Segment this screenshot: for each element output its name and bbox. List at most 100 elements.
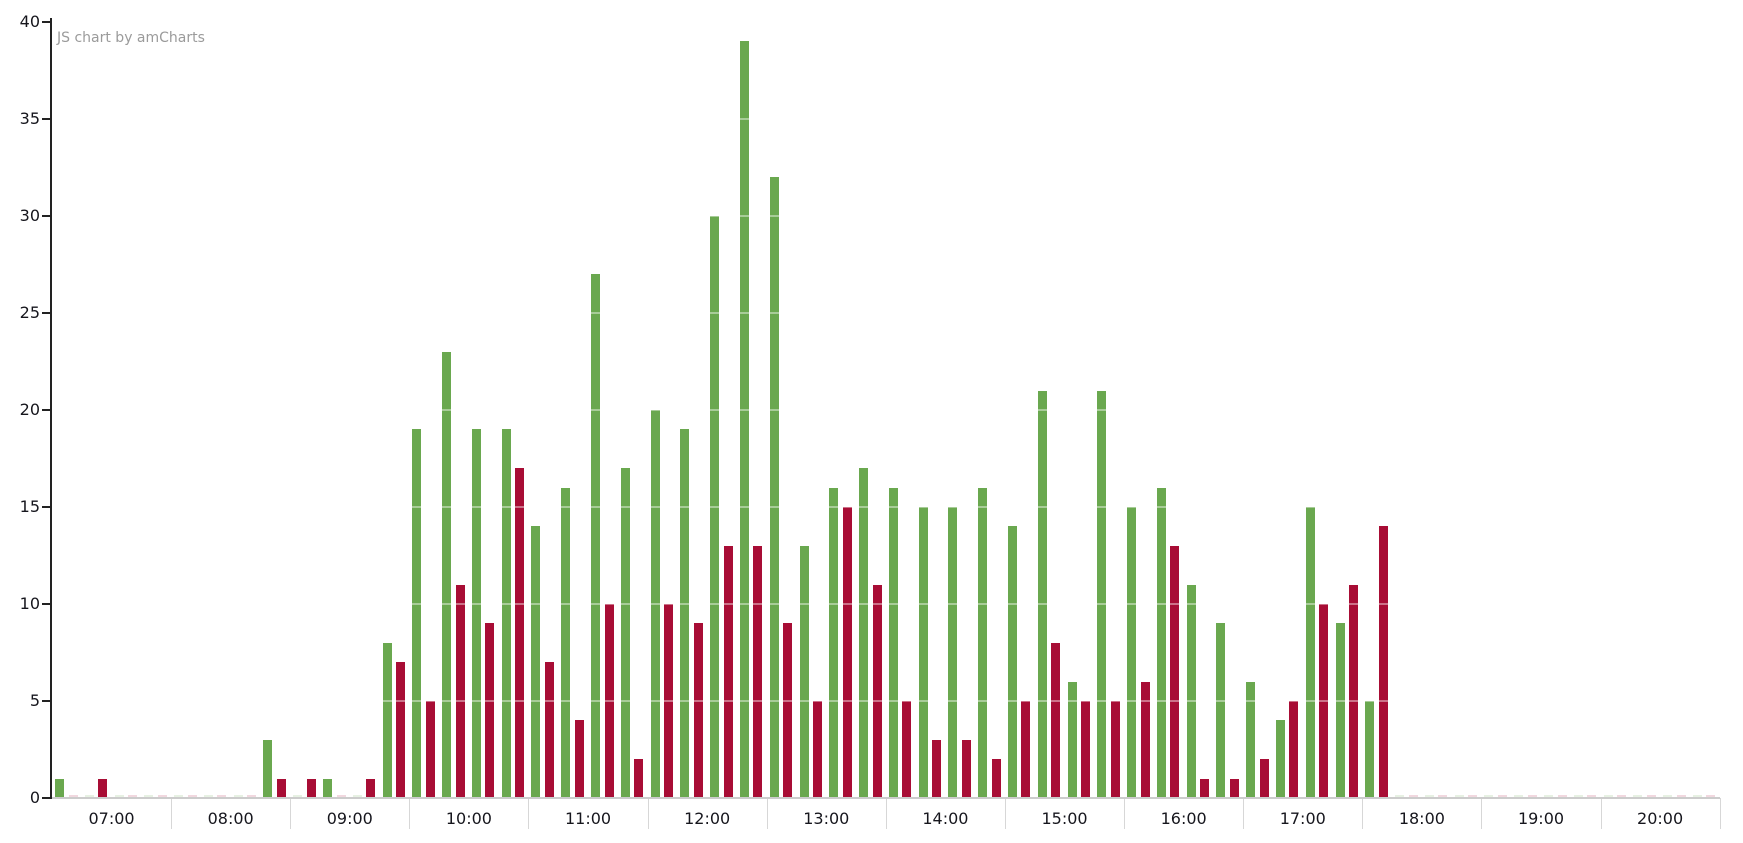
- column-green[interactable]: [1692, 795, 1702, 798]
- column-red[interactable]: [1646, 795, 1656, 798]
- column-red[interactable]: [68, 795, 78, 798]
- column-red[interactable]: [1349, 584, 1359, 798]
- column-green[interactable]: [55, 778, 64, 798]
- column-red[interactable]: [932, 739, 942, 798]
- column-red[interactable]: [1557, 795, 1567, 798]
- column-red[interactable]: [336, 795, 346, 798]
- column-green[interactable]: [918, 507, 928, 798]
- column-green[interactable]: [799, 545, 809, 798]
- column-red[interactable]: [425, 701, 435, 798]
- column-green[interactable]: [978, 487, 988, 798]
- column-green[interactable]: [531, 526, 541, 798]
- column-red[interactable]: [1587, 795, 1597, 798]
- column-red[interactable]: [455, 584, 465, 798]
- column-red[interactable]: [1110, 701, 1120, 798]
- column-red[interactable]: [1170, 545, 1180, 798]
- column-green[interactable]: [591, 274, 601, 798]
- column-green[interactable]: [1156, 487, 1166, 798]
- column-red[interactable]: [187, 795, 197, 798]
- column-green[interactable]: [1186, 584, 1196, 798]
- column-red[interactable]: [902, 701, 912, 798]
- column-red[interactable]: [1408, 795, 1418, 798]
- column-green[interactable]: [293, 795, 303, 798]
- amcharts-watermark-link[interactable]: JS chart by amCharts: [57, 30, 205, 46]
- column-green[interactable]: [412, 429, 422, 798]
- column-green[interactable]: [1633, 795, 1643, 798]
- column-red[interactable]: [1617, 795, 1627, 798]
- column-red[interactable]: [604, 604, 614, 798]
- column-red[interactable]: [157, 795, 167, 798]
- column-red[interactable]: [961, 739, 971, 798]
- column-green[interactable]: [948, 507, 958, 798]
- column-green[interactable]: [1127, 507, 1137, 798]
- column-green[interactable]: [620, 468, 630, 798]
- column-red[interactable]: [396, 662, 406, 798]
- column-red[interactable]: [991, 759, 1001, 798]
- column-red[interactable]: [1259, 759, 1269, 798]
- column-green[interactable]: [680, 429, 690, 798]
- column-green[interactable]: [1454, 795, 1464, 798]
- column-green[interactable]: [203, 795, 213, 798]
- column-green[interactable]: [1305, 507, 1315, 798]
- column-green[interactable]: [144, 795, 154, 798]
- column-red[interactable]: [544, 662, 554, 798]
- column-green[interactable]: [1663, 795, 1673, 798]
- column-green[interactable]: [1544, 795, 1553, 798]
- column-green[interactable]: [1365, 701, 1375, 798]
- column-green[interactable]: [174, 795, 184, 798]
- column-green[interactable]: [829, 487, 839, 798]
- column-red[interactable]: [1438, 795, 1448, 798]
- column-red[interactable]: [1676, 795, 1686, 798]
- column-red[interactable]: [98, 778, 108, 798]
- column-green[interactable]: [263, 739, 273, 798]
- column-red[interactable]: [247, 795, 257, 798]
- column-red[interactable]: [723, 545, 733, 798]
- column-red[interactable]: [1081, 701, 1091, 798]
- column-green[interactable]: [710, 216, 720, 798]
- column-red[interactable]: [872, 584, 882, 798]
- column-green[interactable]: [114, 795, 124, 798]
- column-red[interactable]: [366, 778, 376, 798]
- column-red[interactable]: [217, 795, 227, 798]
- column-green[interactable]: [1424, 795, 1434, 798]
- column-red[interactable]: [1229, 778, 1239, 798]
- column-green[interactable]: [739, 41, 749, 798]
- column-red[interactable]: [1140, 681, 1150, 798]
- column-red[interactable]: [813, 701, 822, 798]
- column-green[interactable]: [888, 487, 898, 798]
- column-red[interactable]: [515, 468, 525, 798]
- column-green[interactable]: [1395, 795, 1405, 798]
- column-green[interactable]: [1216, 623, 1226, 798]
- column-green[interactable]: [1246, 681, 1256, 798]
- column-red[interactable]: [753, 545, 763, 798]
- column-red[interactable]: [1021, 701, 1031, 798]
- column-red[interactable]: [1497, 795, 1507, 798]
- column-green[interactable]: [233, 795, 243, 798]
- column-red[interactable]: [783, 623, 793, 798]
- column-red[interactable]: [1200, 778, 1210, 798]
- column-green[interactable]: [1007, 526, 1017, 798]
- column-red[interactable]: [276, 778, 286, 798]
- column-red[interactable]: [842, 507, 852, 798]
- column-green[interactable]: [1097, 390, 1107, 798]
- column-red[interactable]: [693, 623, 703, 798]
- column-red[interactable]: [1527, 795, 1537, 798]
- column-green[interactable]: [1573, 795, 1583, 798]
- column-red[interactable]: [634, 759, 644, 798]
- column-red[interactable]: [128, 795, 138, 798]
- column-green[interactable]: [1037, 390, 1047, 798]
- column-green[interactable]: [442, 351, 452, 798]
- column-green[interactable]: [1067, 681, 1077, 798]
- column-green[interactable]: [1335, 623, 1345, 798]
- column-red[interactable]: [1051, 642, 1061, 798]
- column-green[interactable]: [323, 778, 333, 798]
- column-red[interactable]: [664, 604, 674, 798]
- column-red[interactable]: [1319, 604, 1329, 798]
- column-green[interactable]: [1484, 795, 1494, 798]
- column-green[interactable]: [769, 177, 779, 798]
- column-red[interactable]: [574, 720, 584, 798]
- column-red[interactable]: [485, 623, 495, 798]
- column-green[interactable]: [859, 468, 869, 798]
- column-green[interactable]: [382, 642, 392, 798]
- column-green[interactable]: [650, 410, 660, 798]
